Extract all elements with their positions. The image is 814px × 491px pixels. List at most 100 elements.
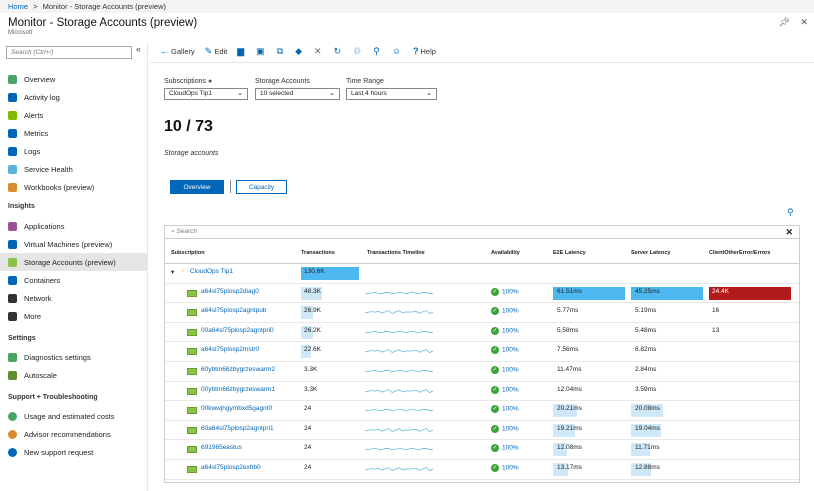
server-latency-value: 12.88ms [635,464,660,471]
sidebar-item-support-request[interactable]: New support request [0,443,148,461]
column-header-1[interactable]: Transactions [301,250,335,256]
column-header-5[interactable]: Server Latency [631,250,671,256]
table-row[interactable]: a64sl75plosp2diag0 48.3K ✓ 100% 61.51ms 4… [165,284,799,304]
grid-search-input[interactable]: ⌕ Search ✕ [165,226,799,239]
sidebar-item-workbooks[interactable]: Workbooks (preview) [0,178,148,196]
sidebar-item-network[interactable]: Network [0,289,148,307]
refresh-button[interactable]: ↻ [334,46,344,57]
storage-account-name[interactable]: a64sl75plosp2agntpub [201,307,267,315]
insights-section-heading: Insights [8,203,35,210]
tab-overview[interactable]: Overview [170,180,224,194]
column-header-4[interactable]: E2E Latency [553,250,586,256]
share-button[interactable]: ♲ [353,46,363,57]
sidebar-item-advisor[interactable]: Advisor recommendations [0,425,148,443]
tag-button[interactable]: ◆ [295,46,304,57]
server-latency-bar [631,286,703,300]
sidebar-item-logs[interactable]: Logs [0,142,148,160]
time-range-select[interactable]: Last 4 hours ⌄ [346,88,437,100]
column-header-3[interactable]: Availability [491,250,520,256]
storage-account-name[interactable]: a64sl75plosp2exhb0 [201,464,261,471]
discard-button[interactable]: ✕ [314,46,324,57]
discard-icon: ✕ [314,45,322,56]
check-circle-icon: ✓ [491,366,499,374]
column-header-2[interactable]: Transactions Timeline [367,250,425,256]
storage-account-name[interactable]: 60a64sl75plosp2agntpri1 [201,424,274,432]
pin-button[interactable]: ⚲ [373,46,382,57]
help-button[interactable]: ? Help [413,46,436,56]
table-row[interactable]: 60ybtm66zbygrzeswarm2 3.3K ✓ 100% 11.47ms… [165,362,799,382]
transactions-sparkline [365,349,434,354]
storage-account-name[interactable]: 60ybtm66zbygrzeswarm2 [201,366,276,373]
group-row[interactable]: ▾ ♀ CloudOps Tip1 130.6K [165,264,799,284]
check-circle-icon: ✓ [491,326,499,335]
transactions-value: 22.6K [304,346,321,354]
transactions-bar [301,306,314,320]
transactions-sparkline [365,467,434,472]
sidebar-item-metrics[interactable]: Metrics [0,124,148,142]
sidebar-item-activity-log[interactable]: Activity log [0,88,148,106]
column-header-6[interactable]: ClientOtherError/Errors [709,250,771,256]
e2e-latency-bar [553,286,625,300]
clear-search-icon[interactable]: ✕ [785,227,793,237]
sidebar-item-storage-accounts[interactable]: Storage Accounts (preview) [0,253,148,271]
storage-account-icon [187,328,197,336]
storage-account-icon [187,348,197,356]
sidebar-item-usage[interactable]: Usage and estimated costs [0,407,148,425]
table-row[interactable]: 00kwwjhgymbxd5gagnt0 24 ✓ 100% 20.21ms 20… [165,401,799,421]
storage-account-icon [187,446,197,454]
storage-account-name[interactable]: a64sl75plosp2diag0 [201,287,259,295]
e2e-latency-value: 12.08ms [557,444,582,452]
smiley-icon: ☺ [391,46,402,56]
gallery-button[interactable]: ← Gallery [160,46,195,56]
collapse-sidebar-button[interactable]: « [136,44,142,54]
table-row[interactable]: a64sl75plosp2mstr0 22.6K ✓ 100% 7.56ms 6.… [165,342,799,362]
column-header-0[interactable]: Subscription [171,250,205,256]
sidebar-search-input[interactable]: Search (Ctrl+/) [6,46,132,59]
feedback-button[interactable]: ☺ [392,46,403,56]
support-section-heading: Support + Troubleshooting [8,394,98,401]
transactions-value: 3.3K [304,385,318,393]
sidebar-item-diagnostics[interactable]: Diagnostics settings [0,348,148,366]
folder-icon: ▆ [237,45,245,56]
breadcrumb-home-link[interactable]: Home [8,2,29,11]
sidebar-item-applications[interactable]: Applications [0,217,148,235]
sidebar-item-more[interactable]: More [0,307,148,325]
virtual-machines-icon [8,239,17,249]
toolbar: ← Gallery ✎ Edit ▆ ▣ ⧉ ◆ ✕ ↻ ♲ ⚲ ☺ ? Help [160,44,446,58]
table-row[interactable]: 00ybtm66zbygrzeswarm1 3.3K ✓ 100% 12.04ms… [165,382,799,402]
storage-account-name[interactable]: 00kwwjhgymbxd5gagnt0 [201,405,273,413]
table-row[interactable]: a64sl75plosp2exhb0 24 ✓ 100% 13.17ms 12.8… [165,460,799,480]
subscription-name[interactable]: CloudOps Tip1 [190,268,233,275]
time-range-label: Time Range [346,78,384,85]
transactions-sparkline [365,369,434,373]
close-icon[interactable]: ✕ [800,17,808,27]
expand-chevron-icon[interactable]: ▾ [171,269,175,276]
storage-account-icon [187,387,197,395]
sidebar-item-virtual-machines[interactable]: Virtual Machines (preview) [0,235,148,253]
table-row[interactable]: a64sl75plosp2agntpub 26.9K ✓ 100% 5.77ms … [165,303,799,323]
errors-bar [709,286,791,300]
tab-capacity[interactable]: Capacity [236,180,287,194]
table-row[interactable]: 00a64sl75plosp2agntpri0 26.2K ✓ 100% 5.58… [165,323,799,343]
save-as-button[interactable]: ⧉ [277,46,285,57]
edit-button[interactable]: ✎ Edit [204,45,228,56]
check-circle-icon: ✓ [491,405,499,414]
storage-account-name[interactable]: 691965eastus [201,444,242,452]
open-button[interactable]: ▆ [237,46,246,57]
table-row[interactable]: 691965eastus 24 ✓ 100% 12.08ms 11.71ms [165,440,799,460]
sidebar-item-autoscale[interactable]: Autoscale [0,366,148,384]
subscriptions-select[interactable]: CloudOps Tip1 ⌄ [164,88,248,100]
storage-account-name[interactable]: 00a64sl75plosp2agntpri0 [201,326,274,334]
pin-grid-icon[interactable]: ⚲ [787,207,794,217]
sidebar-item-containers[interactable]: Containers [0,271,148,289]
table-row[interactable]: 60a64sl75plosp2agntpri1 24 ✓ 100% 19.21ms… [165,421,799,441]
sidebar-item-service-health[interactable]: Service Health [0,160,148,178]
storage-account-name[interactable]: 00ybtm66zbygrzeswarm1 [201,385,276,393]
storage-accounts-select[interactable]: 10 selected ⌄ [255,88,340,100]
sidebar-item-overview[interactable]: Overview [0,70,148,88]
sidebar-item-alerts[interactable]: Alerts [0,106,148,124]
save-button[interactable]: ▣ [256,46,267,57]
check-circle-icon: ✓ [491,346,499,355]
storage-account-name[interactable]: a64sl75plosp2mstr0 [201,346,260,354]
pin-blade-icon[interactable]: 📌︎ [778,17,790,27]
